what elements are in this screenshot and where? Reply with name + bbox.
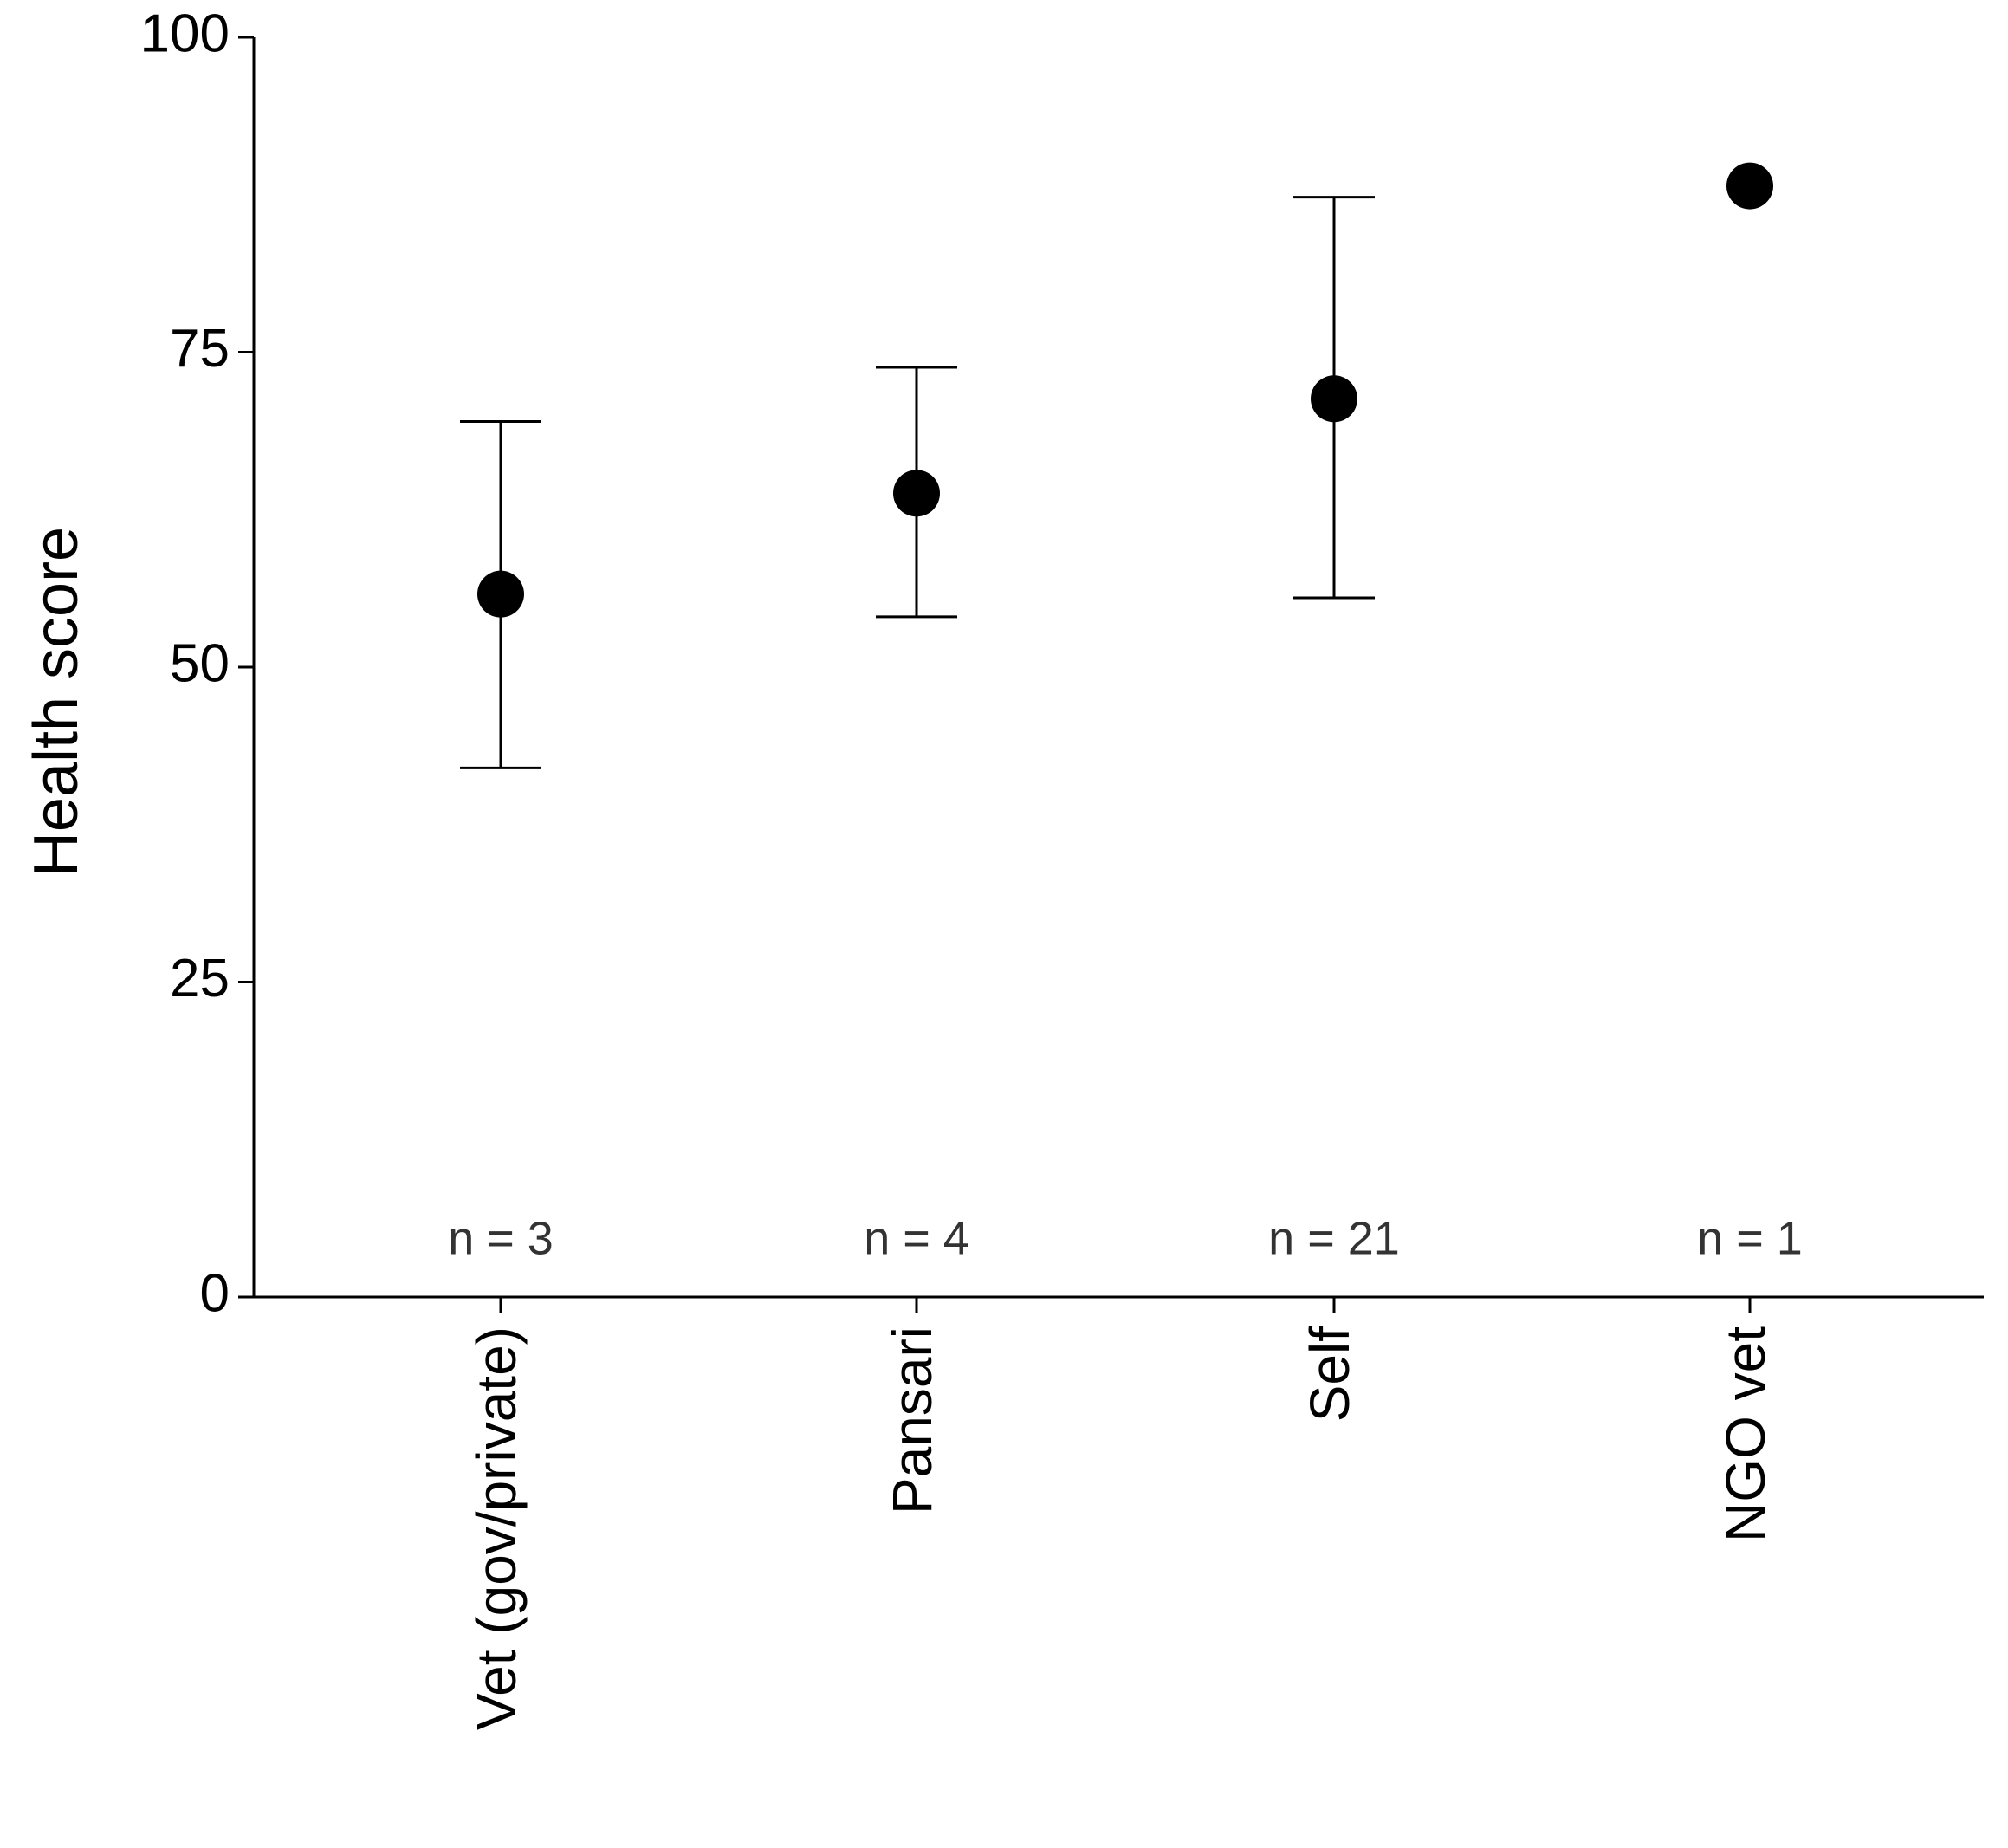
x-category-label: Vet (gov/private) — [465, 1326, 528, 1730]
x-axis: Vet (gov/private) Pansari Self NGO vet — [254, 1295, 1984, 1730]
n-label: n = 4 — [864, 1212, 969, 1264]
x-category-label: Self — [1299, 1326, 1361, 1423]
mean-point — [1726, 162, 1773, 210]
x-category-label: Pansari — [881, 1326, 943, 1514]
y-tick-label-75: 75 — [170, 319, 230, 379]
y-axis: 0 25 50 75 100 — [140, 3, 256, 1323]
n-label: n = 3 — [448, 1212, 554, 1264]
data-marks — [460, 162, 1773, 769]
mean-point — [893, 470, 940, 517]
y-tick-label-100: 100 — [140, 3, 230, 63]
n-label: n = 1 — [1697, 1212, 1803, 1264]
x-category-label: NGO vet — [1714, 1326, 1777, 1542]
y-axis-title: Health score — [22, 527, 91, 877]
y-tick-label-0: 0 — [200, 1263, 230, 1323]
mean-point — [1311, 375, 1357, 423]
sample-size-labels: n = 3 n = 4 n = 21 n = 1 — [448, 1212, 1803, 1264]
n-label: n = 21 — [1268, 1212, 1400, 1264]
y-tick-label-50: 50 — [170, 633, 230, 693]
mean-point — [477, 570, 524, 618]
y-tick-label-25: 25 — [170, 949, 230, 1008]
